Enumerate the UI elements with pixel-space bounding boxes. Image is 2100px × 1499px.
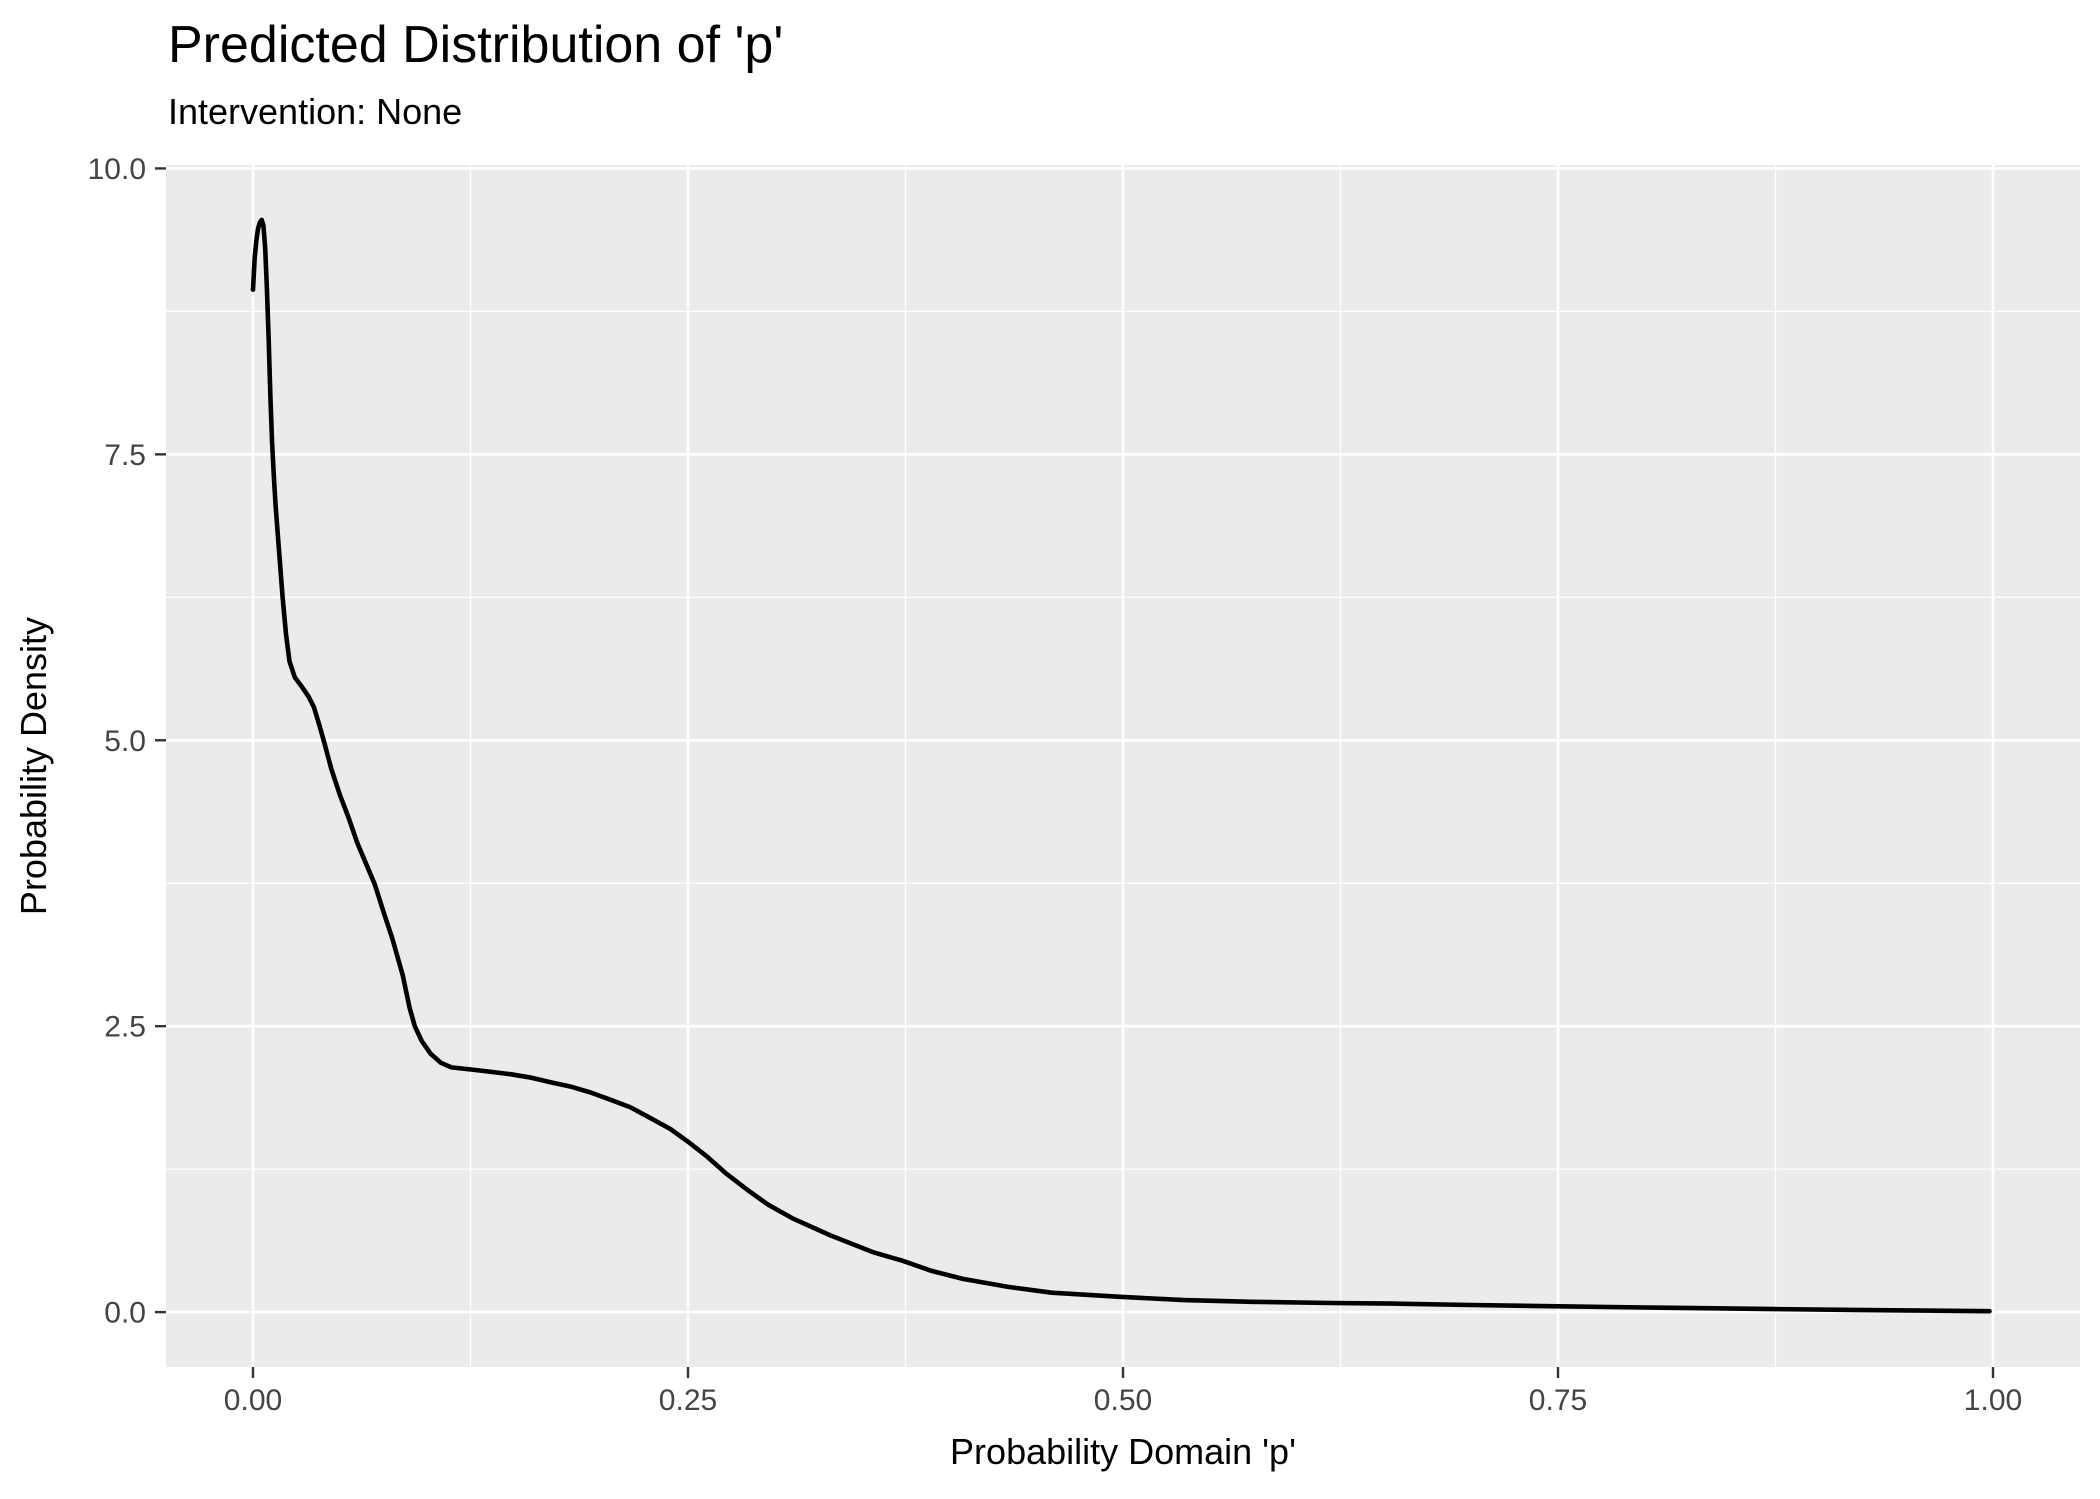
x-tick-label: 0.50 — [1094, 1384, 1152, 1417]
density-curve-layer — [250, 217, 1992, 1314]
x-tick-label: 1.00 — [1964, 1384, 2022, 1417]
y-tick-label: 0.0 — [104, 1297, 146, 1330]
x-tick-label: 0.25 — [659, 1384, 717, 1417]
plot-subtitle: Intervention: None — [168, 91, 462, 132]
y-tick-label: 5.0 — [104, 725, 146, 758]
x-tick-label: 0.00 — [224, 1384, 282, 1417]
y-axis-title: Probability Density — [13, 617, 54, 915]
x-axis-title: Probability Domain 'p' — [950, 1431, 1296, 1472]
y-tick-label: 7.5 — [104, 439, 146, 472]
y-tick-label: 10.0 — [88, 153, 146, 186]
axis-tick-labels: 0.00 0.25 0.50 0.75 1.00 0.0 2.5 5.0 7.5 10.0 — [88, 153, 2023, 1417]
axis-ticks — [155, 167, 1995, 1378]
y-tick-label: 2.5 — [104, 1011, 146, 1044]
major-gridlines — [166, 165, 2080, 1367]
plot-title: Predicted Distribution of 'p' — [168, 16, 783, 74]
x-tick-label: 0.75 — [1529, 1384, 1587, 1417]
density-curve — [250, 217, 1992, 1314]
